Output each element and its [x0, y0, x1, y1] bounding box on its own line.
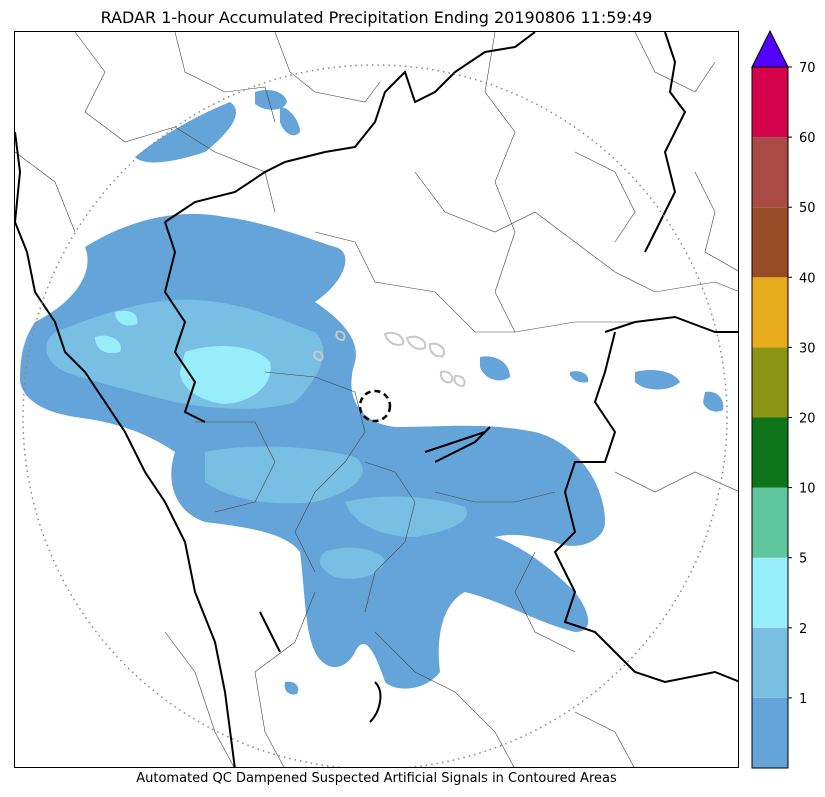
- colorbar-tick-label: 10: [799, 482, 816, 497]
- state-borders: [15, 32, 738, 767]
- colorbar-segment: [752, 697, 788, 768]
- precip-light-areas: [20, 90, 724, 695]
- radar-map[interactable]: [14, 31, 739, 768]
- colorbar-segment: [752, 67, 788, 138]
- radar-site-marker: [358, 389, 392, 423]
- colorbar-extend-triangle: [751, 29, 789, 68]
- qc-suspected-contours: [313, 330, 466, 388]
- colorbar-segment: [752, 557, 788, 628]
- plot-title: RADAR 1-hour Accumulated Precipitation E…: [100, 8, 653, 27]
- radar-range-ring: [22, 64, 728, 767]
- district-borders: [15, 32, 738, 767]
- colorbar-segment: [752, 137, 788, 208]
- colorbar-tick-label: 20: [799, 412, 816, 427]
- colorbar-segment: [752, 487, 788, 558]
- colorbar-tick-label: 40: [799, 271, 816, 286]
- colorbar-tick-label: 1: [799, 692, 807, 707]
- precip-colorbar: 1 2 5 10 20 30 40 50 60 70: [751, 29, 816, 769]
- colorbar-segment: [752, 347, 788, 418]
- qc-caption: Automated QC Dampened Suspected Artifici…: [136, 771, 617, 786]
- colorbar-tick-label: 50: [799, 201, 816, 216]
- colorbar-tick-label: 60: [799, 131, 816, 146]
- colorbar-tick-label: 2: [799, 622, 807, 637]
- colorbar-segment: [752, 277, 788, 348]
- precip-heavy-areas: [95, 310, 271, 404]
- colorbar-tick-label: 70: [799, 61, 816, 76]
- colorbar-segment: [752, 207, 788, 278]
- colorbar-segment: [752, 627, 788, 698]
- colorbar-segment: [752, 417, 788, 488]
- colorbar-tick-label: 5: [799, 552, 807, 567]
- colorbar-tick-label: 30: [799, 341, 816, 356]
